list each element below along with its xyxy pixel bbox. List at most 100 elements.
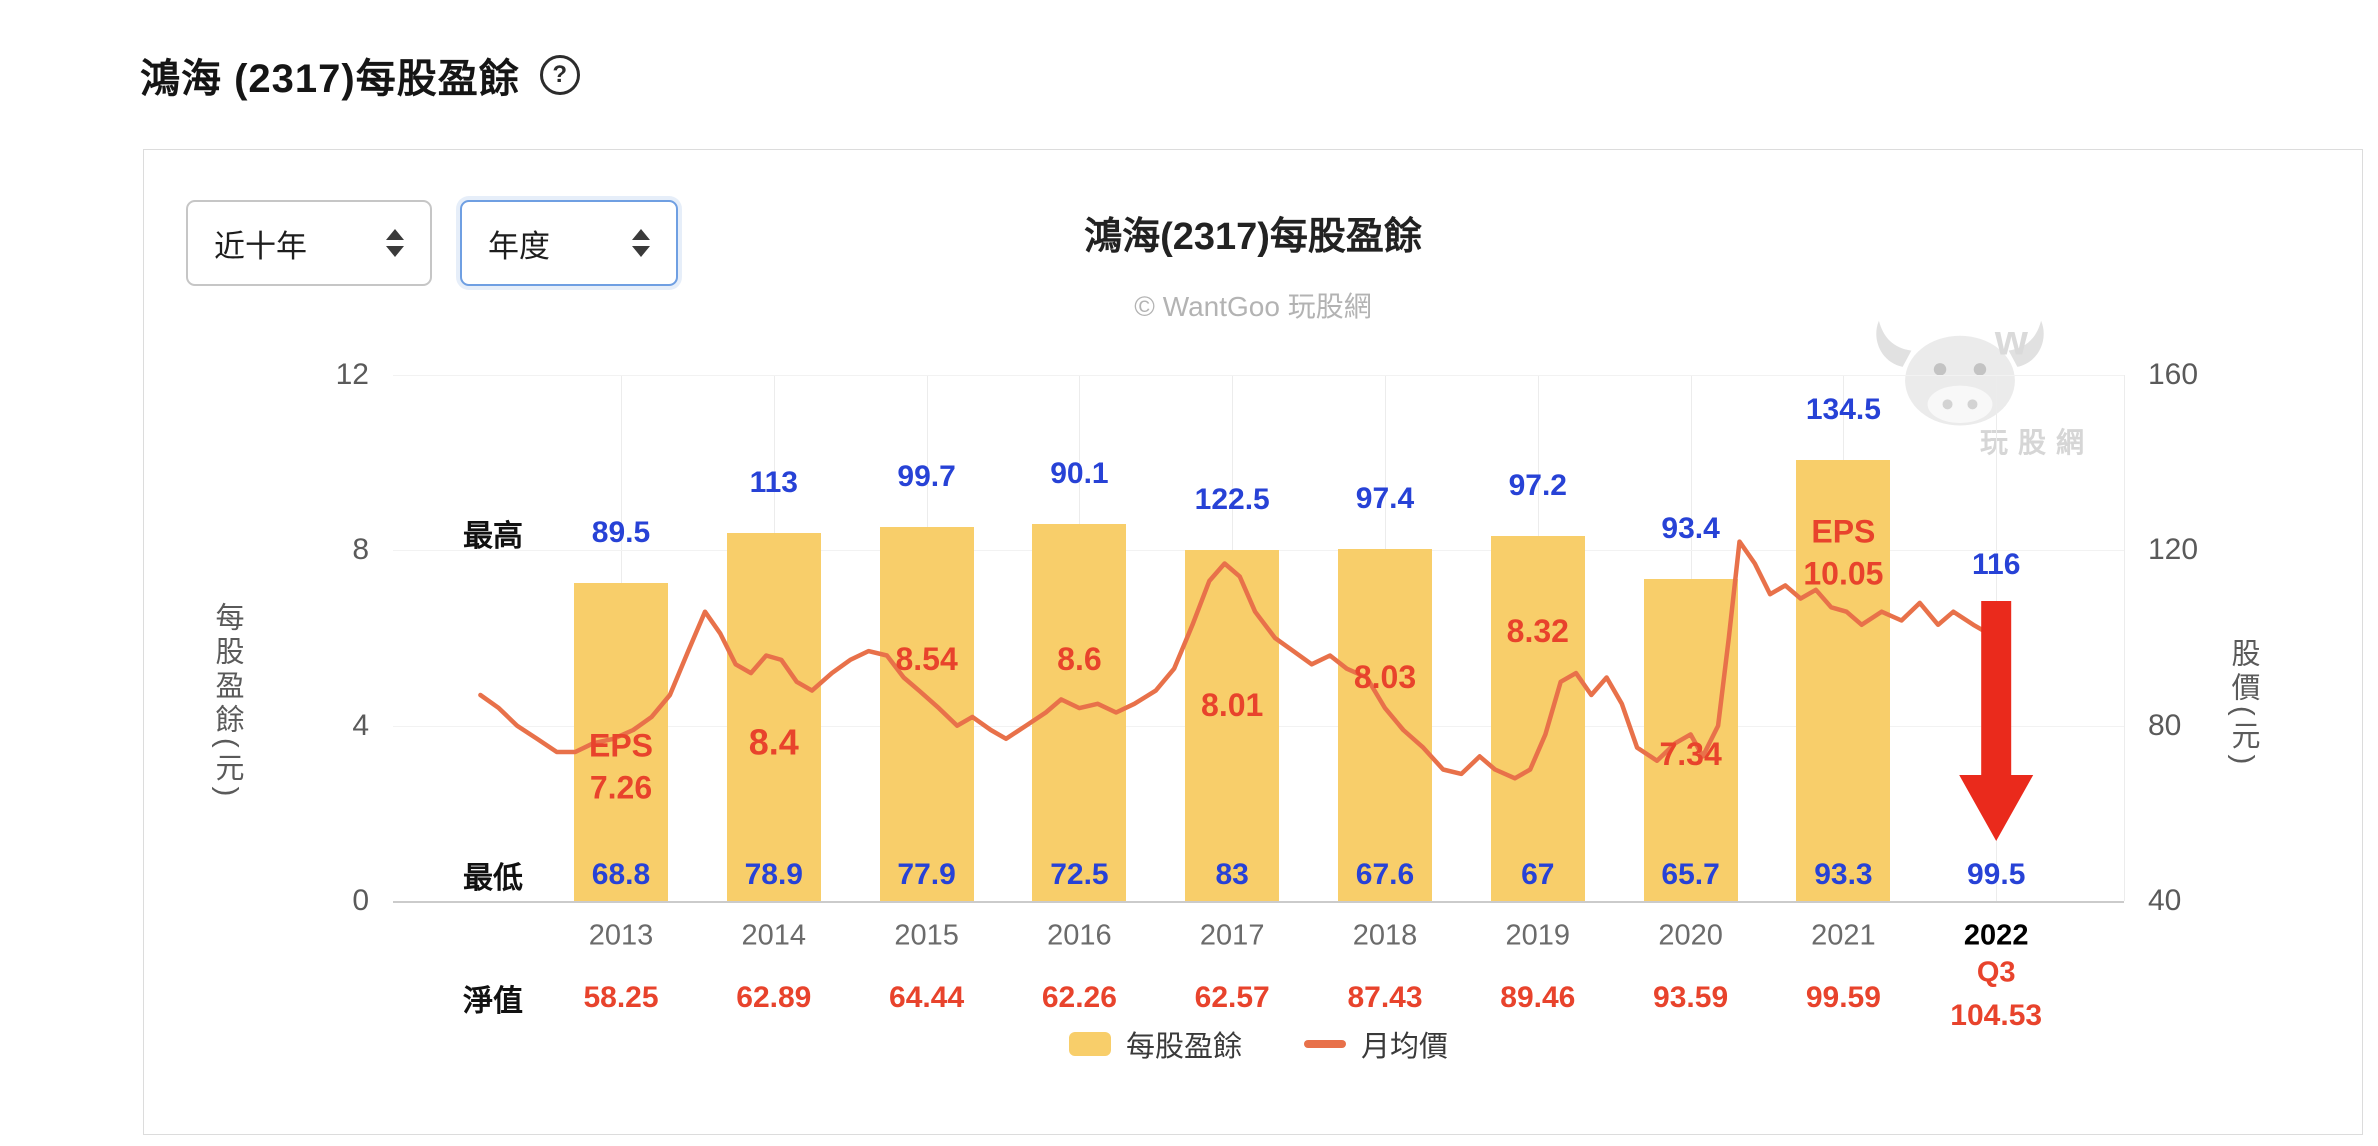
legend-item-avg-price[interactable]: 月均價 — [1304, 1023, 1448, 1065]
eps-value-label: 8.32 — [1506, 613, 1569, 650]
book-value: 89.46 — [1500, 981, 1576, 1014]
book-caption: 淨值 — [463, 985, 523, 1018]
y-axis-tick-right: 120 — [2148, 533, 2199, 567]
page-header: 鴻海 (2317)每股盈餘 ? — [140, 46, 580, 104]
low-price-label: 93.3 — [1814, 858, 1873, 891]
price-line-layer — [478, 539, 2034, 841]
year-label: 2014 — [741, 919, 807, 952]
eps-value-label: 8.01 — [1201, 687, 1264, 724]
chart-legend: 每股盈餘 月均價 — [393, 1023, 2124, 1065]
eps-bar[interactable] — [1796, 460, 1891, 901]
book-value: 104.53 — [1950, 999, 2043, 1032]
eps-bar[interactable] — [1490, 536, 1585, 901]
low-price-label: 72.5 — [1050, 858, 1109, 891]
y-axis-tick-right: 80 — [2148, 708, 2182, 742]
range-select[interactable]: 近十年 — [186, 200, 432, 286]
low-price-label: 99.5 — [1966, 858, 2026, 891]
right-axis-title: 股價(元) — [2227, 638, 2259, 770]
book-value: 64.44 — [889, 981, 965, 1014]
year-label: 2013 — [588, 919, 654, 952]
gridline-horizontal — [393, 375, 2124, 376]
chart-title: 鴻海(2317)每股盈餘 — [1084, 216, 1422, 258]
price-drop-arrow-icon — [1959, 601, 2034, 841]
sort-arrows-icon — [386, 229, 404, 257]
book-value: 93.59 — [1653, 981, 1729, 1014]
low-price-label: 67.6 — [1355, 858, 1415, 891]
y-axis-tick-right: 40 — [2148, 884, 2182, 917]
monthly-avg-price-line — [478, 539, 2011, 781]
eps-value-label: 8.03 — [1353, 659, 1417, 696]
eps-value-label: 8.4 — [748, 721, 799, 763]
chart-panel: 近十年 年度 鴻海(2317)每股盈餘 © WantGoo 玩股網 每股盈餘(元… — [143, 149, 2363, 1135]
low-caption: 最低 — [463, 862, 523, 895]
high-price-label: 89.5 — [591, 515, 651, 549]
svg-text:w: w — [1994, 316, 2029, 363]
book-value: 87.43 — [1347, 981, 1423, 1014]
chart-area: 12 8 4 0 160 120 80 40 EPS 7.26 8.4 8.54 8.6 8.01 8.03… — [336, 358, 2198, 1063]
year-label: 2022 — [1963, 919, 2029, 952]
help-icon[interactable]: ? — [539, 55, 580, 95]
low-price-label: 67 — [1521, 858, 1555, 891]
low-price-label: 77.9 — [897, 858, 956, 891]
high-price-label: 99.7 — [897, 459, 956, 493]
range-select-value: 近十年 — [214, 228, 307, 264]
year-label: 2018 — [1352, 919, 1418, 952]
x-axis-line — [393, 901, 2124, 903]
book-value: 62.26 — [1041, 981, 1117, 1014]
year-label: 2019 — [1505, 919, 1571, 952]
eps-value-label: 8.6 — [1057, 641, 1102, 678]
legend-swatch-eps — [1068, 1032, 1111, 1056]
book-value: 58.25 — [583, 981, 659, 1014]
chart-copyright: © WantGoo 玩股網 — [1134, 291, 1372, 322]
legend-label: 月均價 — [1361, 1031, 1449, 1063]
year-label: 2015 — [894, 919, 959, 952]
y-axis-tick-right: 160 — [2148, 358, 2199, 391]
high-price-label: 97.2 — [1508, 469, 1567, 503]
eps-value-label: 8.54 — [895, 641, 958, 678]
eps-bar[interactable] — [879, 526, 974, 901]
y-axis-tick-left: 8 — [352, 533, 369, 567]
high-price-label: 134.5 — [1805, 393, 1881, 427]
high-price-label: 90.1 — [1050, 457, 1109, 491]
year-label: 2016 — [1047, 919, 1112, 952]
y-axis-tick-left: 0 — [352, 884, 369, 917]
high-price-label: 93.4 — [1661, 512, 1720, 546]
eps-value-label: 7.34 — [1659, 736, 1722, 773]
year-label: 2020 — [1658, 919, 1723, 952]
gridline-vertical — [2124, 375, 2125, 901]
book-value: 62.57 — [1194, 981, 1270, 1014]
page-title: 鴻海 (2317)每股盈餘 — [140, 57, 520, 101]
year-label: 2021 — [1811, 919, 1876, 952]
eps-value-label: EPS 7.26 — [588, 727, 654, 805]
book-value: 99.59 — [1805, 981, 1881, 1014]
legend-item-eps[interactable]: 每股盈餘 — [1068, 1023, 1242, 1065]
low-price-label: 78.9 — [744, 858, 803, 891]
eps-value-label: EPS 10.05 — [1803, 513, 1884, 591]
eps-bar[interactable] — [574, 582, 668, 901]
low-price-label: 65.7 — [1661, 858, 1720, 891]
y-axis-tick-left: 12 — [335, 358, 369, 391]
left-axis-title: 每股盈餘(元) — [211, 602, 243, 802]
eps-bar[interactable] — [1338, 549, 1432, 901]
eps-bar[interactable] — [726, 532, 821, 901]
low-price-label: 68.8 — [591, 858, 651, 891]
high-price-label: 113 — [749, 465, 798, 499]
high-price-label: 116 — [1971, 548, 2021, 581]
period-select-value: 年度 — [488, 228, 550, 264]
y-axis-tick-left: 4 — [352, 708, 369, 742]
quarter-label: Q3 — [1976, 956, 2016, 989]
triangle-down-icon — [632, 246, 650, 257]
eps-bar[interactable] — [1643, 579, 1738, 901]
high-price-label: 122.5 — [1194, 482, 1270, 516]
legend-swatch-avg-price — [1304, 1040, 1346, 1048]
triangle-up-icon — [386, 229, 404, 240]
triangle-down-icon — [386, 246, 404, 257]
year-label: 2017 — [1199, 919, 1265, 952]
high-caption: 最高 — [463, 519, 523, 553]
triangle-up-icon — [632, 229, 650, 240]
high-price-label: 97.4 — [1355, 482, 1415, 516]
low-price-label: 83 — [1215, 858, 1249, 891]
sort-arrows-icon — [632, 229, 650, 257]
book-value: 62.89 — [736, 981, 812, 1014]
period-select[interactable]: 年度 — [460, 200, 678, 286]
